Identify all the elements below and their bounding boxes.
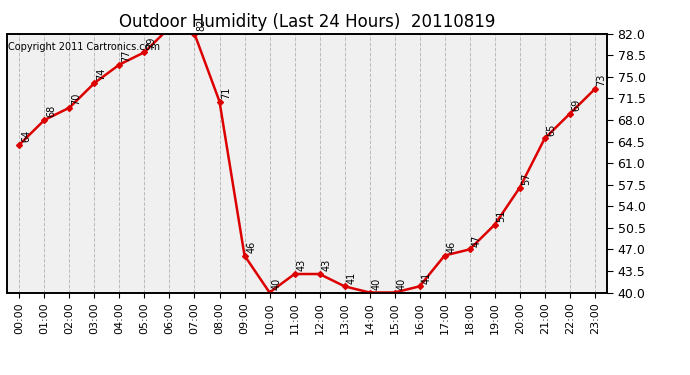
Text: 71: 71 (221, 86, 231, 99)
Text: 70: 70 (71, 93, 81, 105)
Text: 43: 43 (322, 259, 331, 271)
Title: Outdoor Humidity (Last 24 Hours)  20110819: Outdoor Humidity (Last 24 Hours) 2011081… (119, 13, 495, 31)
Text: 40: 40 (271, 278, 282, 290)
Text: 51: 51 (497, 210, 506, 222)
Text: 68: 68 (46, 105, 57, 117)
Text: 82: 82 (197, 19, 206, 31)
Text: 40: 40 (397, 278, 406, 290)
Text: 47: 47 (471, 234, 482, 247)
Text: 41: 41 (422, 271, 431, 284)
Text: 57: 57 (522, 172, 531, 185)
Text: 40: 40 (371, 278, 382, 290)
Text: 65: 65 (546, 123, 557, 136)
Text: 46: 46 (446, 240, 457, 253)
Text: 41: 41 (346, 271, 357, 284)
Text: 83: 83 (0, 374, 1, 375)
Text: 69: 69 (571, 99, 582, 111)
Text: 74: 74 (97, 68, 106, 80)
Text: 64: 64 (21, 130, 31, 142)
Text: 46: 46 (246, 240, 257, 253)
Text: Copyright 2011 Cartronics.com: Copyright 2011 Cartronics.com (8, 42, 160, 51)
Text: 43: 43 (297, 259, 306, 271)
Text: 77: 77 (121, 49, 131, 62)
Text: 73: 73 (597, 74, 607, 86)
Text: 79: 79 (146, 37, 157, 50)
